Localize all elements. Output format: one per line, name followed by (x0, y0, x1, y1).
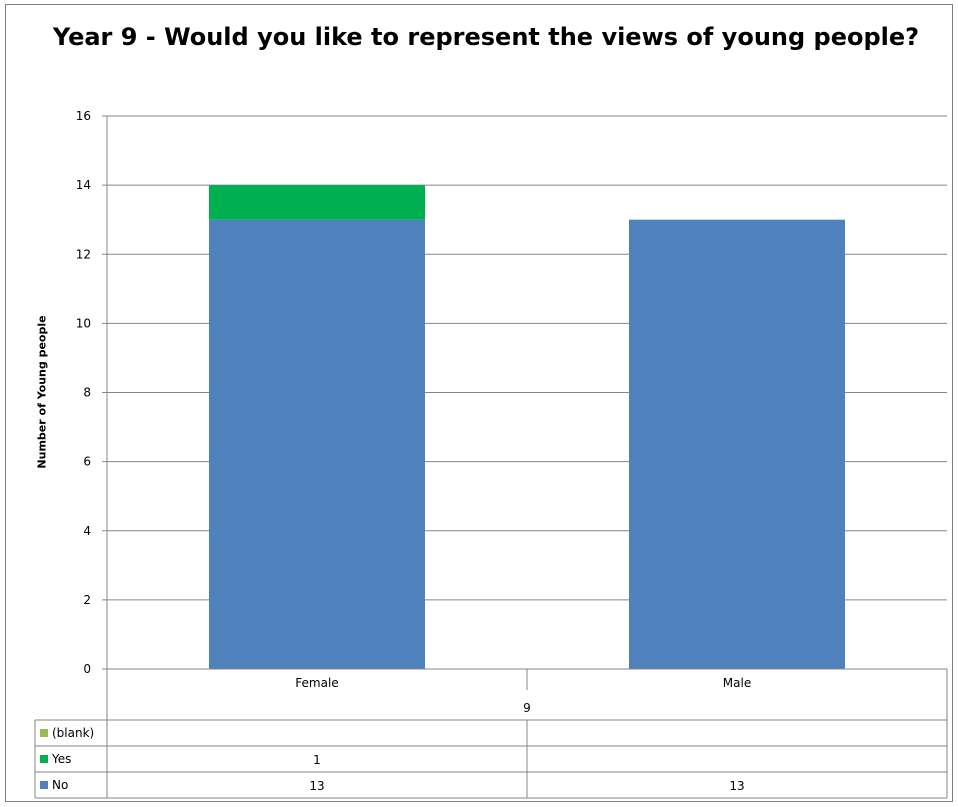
x-group-label: 9 (523, 701, 531, 715)
legend-key-blank (40, 729, 48, 737)
bar-female-no (209, 219, 425, 669)
legend-key-yes (40, 755, 48, 763)
table-cell-value: 13 (729, 779, 744, 793)
table-cell-value: 13 (309, 779, 324, 793)
bar-female-yes (209, 185, 425, 220)
y-tick-label: 4 (83, 524, 91, 538)
legend-label: (blank) (52, 726, 94, 740)
y-tick-label: 12 (76, 247, 91, 261)
legend-label: Yes (51, 752, 71, 766)
y-tick-label: 10 (76, 316, 91, 330)
x-category-label: Female (295, 676, 338, 690)
chart-title: Year 9 - Would you like to represent the… (52, 23, 920, 51)
y-tick-label: 8 (83, 386, 91, 400)
legend-label: No (52, 778, 68, 792)
legend-key-no (40, 781, 48, 789)
y-tick-label: 6 (83, 455, 91, 469)
y-tick-label: 14 (76, 178, 91, 192)
bar-male-no (629, 219, 845, 669)
y-tick-label: 2 (83, 593, 91, 607)
x-category-label: Male (723, 676, 751, 690)
y-tick-label: 16 (76, 109, 91, 123)
table-cell-value: 1 (313, 753, 321, 767)
y-tick-label: 0 (83, 662, 91, 676)
